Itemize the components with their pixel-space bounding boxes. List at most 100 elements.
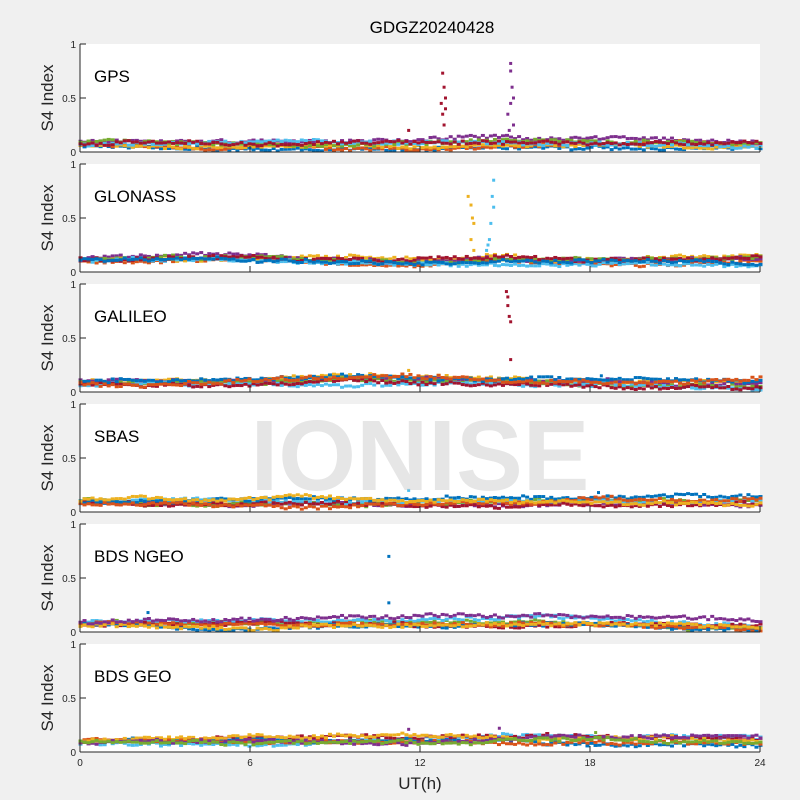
data-point <box>396 258 401 262</box>
data-point <box>464 618 469 622</box>
data-point <box>714 380 719 384</box>
data-point <box>259 148 264 152</box>
data-point <box>175 143 180 147</box>
data-point <box>199 141 204 145</box>
data-point <box>98 258 103 262</box>
data-point <box>408 382 413 386</box>
data-point <box>682 499 687 503</box>
data-point <box>525 264 530 268</box>
data-point <box>500 144 505 148</box>
data-point <box>754 388 759 392</box>
data-point <box>698 502 703 506</box>
data-point <box>287 496 292 500</box>
y-tick-label: 0 <box>70 268 76 279</box>
data-point <box>404 376 409 380</box>
data-point <box>86 382 91 386</box>
data-point <box>581 504 586 508</box>
data-point <box>380 619 385 623</box>
data-point <box>279 375 284 379</box>
y-tick-label: 0.5 <box>62 334 76 345</box>
data-point <box>621 259 626 263</box>
data-point <box>754 141 759 145</box>
data-point <box>227 378 232 382</box>
data-point <box>738 146 743 150</box>
data-point <box>517 500 522 504</box>
data-point <box>179 255 184 259</box>
data-point <box>171 381 176 385</box>
data-point <box>344 500 349 504</box>
data-point <box>162 253 167 257</box>
data-point <box>271 382 276 386</box>
data-point <box>653 136 658 140</box>
data-point <box>344 505 349 509</box>
data-point <box>412 258 417 262</box>
data-point <box>625 378 630 382</box>
data-point <box>517 619 522 623</box>
data-point <box>517 255 522 259</box>
data-point <box>661 259 666 263</box>
data-point <box>529 264 534 268</box>
data-point <box>311 502 316 506</box>
data-point <box>698 494 703 498</box>
data-point <box>488 496 493 500</box>
data-point <box>625 497 630 501</box>
data-point <box>448 496 453 500</box>
data-point <box>589 257 594 261</box>
data-point <box>621 135 626 139</box>
data-point <box>331 377 336 381</box>
data-point <box>251 498 256 502</box>
data-point <box>448 503 453 507</box>
data-point <box>102 256 107 260</box>
data-point <box>549 495 554 499</box>
data-point <box>569 497 574 501</box>
data-point <box>678 386 683 390</box>
data-point <box>609 264 614 268</box>
data-point <box>569 136 574 140</box>
data-point <box>698 141 703 145</box>
data-point <box>368 139 373 143</box>
data-point <box>384 496 389 500</box>
data-point <box>171 383 176 387</box>
data-point <box>364 382 369 386</box>
data-point <box>517 259 522 263</box>
data-point <box>175 141 180 145</box>
data-point <box>158 261 163 265</box>
data-point <box>291 256 296 260</box>
data-point <box>484 383 489 387</box>
data-point <box>617 382 622 386</box>
data-point <box>331 379 336 383</box>
data-point <box>158 258 163 262</box>
data-point <box>424 147 429 151</box>
data-point <box>613 259 618 263</box>
data-point <box>694 379 699 383</box>
data-point <box>605 377 610 381</box>
data-point <box>750 388 755 392</box>
data-point <box>533 498 538 502</box>
data-point <box>380 145 385 149</box>
data-point <box>400 503 405 507</box>
data-point <box>259 257 264 261</box>
data-point <box>521 502 526 506</box>
data-point <box>195 144 200 148</box>
data-point <box>82 497 87 501</box>
data-point <box>251 138 256 142</box>
data-point <box>392 498 397 502</box>
data-point <box>649 136 654 140</box>
data-point <box>541 144 546 148</box>
data-point <box>114 382 119 386</box>
data-point <box>251 378 256 382</box>
data-point <box>303 497 308 501</box>
data-point <box>432 502 437 506</box>
data-point <box>569 138 574 142</box>
data-point <box>428 263 433 267</box>
data-point <box>601 505 606 509</box>
data-point <box>134 498 139 502</box>
data-point <box>283 507 288 511</box>
data-point <box>585 379 590 383</box>
data-point <box>448 380 453 384</box>
data-point <box>162 258 167 262</box>
data-point <box>404 141 409 145</box>
data-point <box>577 136 582 140</box>
data-point <box>412 502 417 506</box>
data-point <box>464 145 469 149</box>
